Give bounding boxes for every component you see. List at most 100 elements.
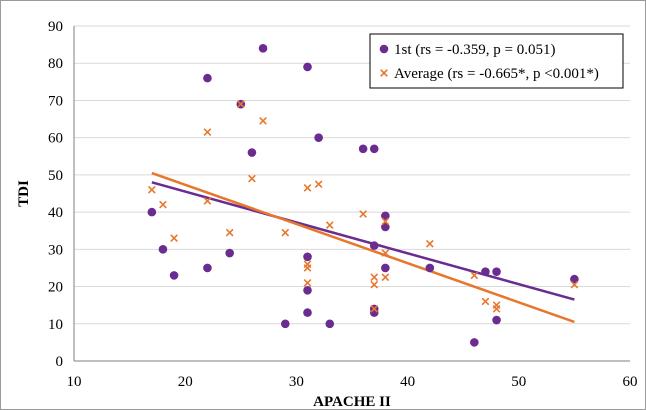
- data-point-series-2: [359, 210, 367, 218]
- data-point-series-1: [492, 267, 501, 276]
- x-marker-stroke: [570, 280, 579, 289]
- x-marker-stroke: [281, 228, 290, 237]
- data-point-series-1: [247, 148, 257, 157]
- data-point-series-2: [381, 249, 390, 257]
- data-point-series-1: [303, 285, 312, 295]
- x-marker-stroke: [236, 100, 245, 109]
- x-marker-stroke: [381, 249, 390, 257]
- legend-label-series-2: Average (rs = -0.665*, p <0.001*): [394, 66, 599, 82]
- x-marker-stroke: [225, 228, 234, 237]
- data-point-series-2: [170, 234, 178, 243]
- x-marker-stroke: [492, 305, 501, 313]
- data-point-series-1: [147, 207, 157, 217]
- data-point-series-2: [370, 280, 379, 289]
- data-point-series-2: [203, 197, 212, 205]
- axes: [73, 26, 630, 362]
- data-point-series-2: [303, 184, 312, 192]
- data-point-series-2: [325, 221, 334, 230]
- data-point-series-2: [470, 271, 479, 280]
- data-point-series-2: [570, 280, 579, 289]
- legend-box: [369, 33, 624, 89]
- data-point-series-1: [358, 144, 368, 154]
- x-marker-stroke: [481, 297, 490, 306]
- data-point-series-1: [303, 308, 312, 317]
- data-point-series-1: [203, 263, 212, 273]
- x-marker-stroke: [370, 280, 379, 289]
- x-tick-label: 10: [67, 374, 82, 390]
- data-point-series-1: [425, 263, 435, 273]
- data-point-series-2: [303, 278, 312, 287]
- data-point-series-1: [158, 245, 168, 254]
- x-marker-stroke: [425, 239, 434, 248]
- trend-lines: [151, 171, 575, 324]
- y-tick-label: 70: [48, 93, 63, 109]
- data-point-series-2: [381, 273, 390, 282]
- data-point-series-2: [425, 239, 434, 248]
- x-marker-stroke: [159, 200, 167, 209]
- data-point-series-1: [492, 315, 501, 325]
- data-point-series-1: [303, 62, 312, 72]
- legend-marker-series-1: [379, 44, 389, 54]
- x-marker-stroke: [203, 197, 212, 205]
- data-point-series-2: [281, 228, 290, 237]
- x-marker-stroke: [248, 174, 256, 183]
- data-point-series-1: [280, 319, 290, 329]
- y-axis-label: TDI: [16, 180, 32, 207]
- x-marker-stroke: [303, 264, 312, 272]
- data-point-series-1: [381, 263, 390, 273]
- data-point-series-2: [225, 228, 234, 237]
- x-marker-stroke: [303, 184, 312, 192]
- data-point-series-2: [259, 117, 267, 125]
- x-marker-stroke: [370, 305, 379, 313]
- y-tick-label: 80: [48, 56, 63, 72]
- y-tick-label: 30: [48, 242, 63, 258]
- data-point-series-2: [236, 100, 245, 109]
- data-point-series-1: [303, 252, 312, 262]
- data-point-series-1: [481, 267, 490, 276]
- data-point-series-1: [369, 241, 379, 250]
- x-marker-stroke: [370, 273, 379, 282]
- x-marker-stroke: [470, 271, 479, 280]
- legend-label-series-1: 1st (rs = -0.359, p = 0.051): [394, 42, 556, 58]
- data-point-series-2: [159, 200, 167, 209]
- y-tick-label: 90: [48, 19, 63, 35]
- data-point-series-1: [325, 319, 335, 329]
- x-axis-label: APACHE II: [313, 394, 391, 409]
- x-marker-stroke: [314, 180, 323, 189]
- data-point-series-2: [492, 305, 501, 313]
- data-point-series-1: [314, 133, 323, 142]
- data-point-series-1: [225, 248, 234, 258]
- x-tick-label: 50: [511, 374, 526, 390]
- y-tick-label: 40: [48, 205, 63, 221]
- x-marker-stroke: [359, 210, 367, 218]
- data-point-series-2: [303, 264, 312, 272]
- y-tick-label: 10: [48, 317, 63, 333]
- x-marker-stroke: [325, 221, 334, 230]
- data-point-series-1: [369, 144, 379, 154]
- legend: 1st (rs = -0.359, p = 0.051) Average (rs …: [369, 33, 624, 89]
- x-tick-label: 60: [623, 374, 638, 390]
- x-marker-stroke: [381, 273, 390, 282]
- data-point-series-2: [314, 180, 323, 189]
- x-marker-stroke: [147, 185, 156, 194]
- data-point-series-2: [203, 128, 212, 136]
- data-point-series-2: [381, 217, 390, 226]
- x-marker-stroke: [203, 128, 212, 136]
- data-point-series-2: [370, 305, 379, 313]
- trend-line-series-2: [151, 171, 575, 324]
- data-point-series-1: [570, 274, 579, 284]
- legend-items: 1st (rs = -0.359, p = 0.051) Average (rs …: [379, 42, 599, 82]
- x-tick-label: 20: [178, 374, 193, 390]
- x-tick-label: 30: [289, 374, 304, 390]
- x-marker-stroke: [381, 217, 390, 226]
- data-point-series-2: [370, 273, 379, 282]
- legend-marker-series-2: [380, 69, 388, 77]
- x-tick-label: 40: [400, 374, 415, 390]
- x-marker-stroke: [303, 278, 312, 287]
- data-point-series-1: [203, 73, 212, 83]
- y-tick-label: 60: [48, 131, 63, 147]
- trend-line-series-1: [151, 181, 575, 301]
- y-tick-label: 0: [56, 354, 64, 370]
